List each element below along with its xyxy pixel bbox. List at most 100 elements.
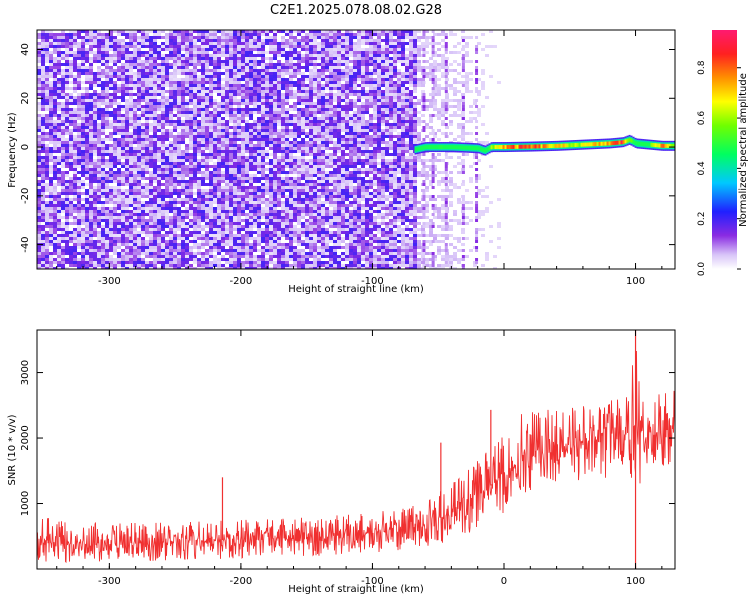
spectrogram-cell	[117, 84, 121, 87]
spectrogram-cell	[145, 189, 149, 192]
spectrogram-cell	[221, 189, 225, 192]
spectrogram-cell	[201, 84, 205, 87]
spectrogram-cell	[117, 102, 121, 105]
spectrogram-cell	[305, 126, 309, 129]
spectrogram-cell	[217, 231, 221, 234]
spectrogram-cell	[229, 192, 233, 195]
spectrogram-cell	[109, 228, 113, 231]
spectrogram-cell	[113, 219, 117, 222]
spectrogram-cell	[185, 99, 189, 102]
spectrogram-cell	[125, 222, 129, 225]
spectrogram-cell	[273, 147, 277, 150]
spectrogram-cell	[133, 180, 137, 183]
spectrogram-cell	[153, 177, 157, 180]
spectrogram-cell	[165, 186, 169, 189]
spectrogram-cell	[121, 42, 125, 45]
spectrogram-cell	[93, 252, 97, 255]
spectrogram-cell	[157, 165, 161, 168]
spectrogram-cell	[305, 180, 309, 183]
spectrogram-cell	[293, 138, 297, 141]
spectrogram-cell	[93, 225, 97, 228]
spectrogram-cell	[85, 252, 89, 255]
spectrogram-cell	[261, 159, 265, 162]
spectrogram-cell	[81, 51, 85, 54]
spectrogram-cell	[301, 120, 305, 123]
spectrogram-cell	[185, 48, 189, 51]
spectrogram-cell	[169, 234, 173, 237]
spectrogram-cell	[181, 45, 185, 48]
spectrogram-cell	[165, 255, 169, 258]
spectrogram-cell	[53, 243, 57, 246]
spectrogram-cell	[297, 96, 301, 99]
spectrogram-cell	[93, 54, 97, 57]
spectrogram-cell	[121, 141, 125, 144]
spectrogram-cell	[105, 150, 109, 153]
spectrogram-cell	[221, 174, 225, 177]
spectrogram-cell	[217, 222, 221, 225]
spectrogram-cell	[77, 102, 81, 105]
spectrogram-cell	[225, 177, 229, 180]
spectrogram-cell	[73, 51, 77, 54]
spectrogram-cell	[293, 159, 297, 162]
spectrogram-cell	[45, 72, 49, 75]
spectrogram-cell	[217, 168, 221, 171]
spectrogram-cell	[257, 105, 261, 108]
spectrogram-cell	[301, 78, 305, 81]
spectrogram-cell	[41, 147, 45, 150]
spectrogram-cell	[169, 258, 173, 261]
spectrogram-cell	[121, 213, 125, 216]
spectrogram-cell	[81, 222, 85, 225]
spectrogram-cell	[229, 78, 233, 81]
spectrogram-cell	[261, 93, 265, 96]
spectrogram-cell	[89, 264, 93, 267]
spectrogram-cell	[69, 111, 73, 114]
spectrogram-cell	[225, 87, 229, 90]
spectrogram-cell	[181, 48, 185, 51]
spectrogram-cell	[113, 204, 117, 207]
spectrogram-cell	[205, 222, 209, 225]
spectrogram-cell	[149, 135, 153, 138]
spectrogram-cell	[277, 165, 281, 168]
spectrogram-cell	[197, 51, 201, 54]
spectrogram-cell	[201, 63, 205, 66]
spectrogram-cell	[229, 99, 233, 102]
spectrogram-cell	[69, 165, 73, 168]
spectrogram-cell	[85, 57, 89, 60]
spectrogram-cell	[213, 108, 217, 111]
spectrogram-cell	[189, 111, 193, 114]
spectrogram-cell	[141, 81, 145, 84]
spectrogram-cell	[73, 252, 77, 255]
spectrogram-cell	[93, 258, 97, 261]
spectrogram-cell	[273, 264, 277, 267]
spectrogram-cell	[277, 96, 281, 99]
spectrogram-cell	[173, 234, 177, 237]
spectrogram-cell	[249, 267, 253, 269]
spectrogram-cell	[273, 144, 277, 147]
spectrogram-cell	[257, 177, 261, 180]
spectrogram-cell	[157, 243, 161, 246]
spectrogram-cell	[133, 105, 137, 108]
spectrogram-cell	[57, 156, 61, 159]
spectrogram-cell	[265, 192, 269, 195]
spectrogram-cell	[297, 90, 301, 93]
spectrogram-cell	[229, 258, 233, 261]
spectrogram-cell	[97, 48, 101, 51]
spectrogram-cell	[49, 237, 53, 240]
spectrogram-cell	[137, 36, 141, 39]
spectrogram-cell	[85, 195, 89, 198]
spectrogram-cell	[57, 126, 61, 129]
spectrogram-cell	[97, 147, 101, 150]
spectrogram-cell	[145, 123, 149, 126]
spectrogram-cell	[293, 75, 297, 78]
spectrogram-cell	[245, 225, 249, 228]
spectrogram-cell	[265, 210, 269, 213]
spectrogram-cell	[177, 93, 181, 96]
spectrogram-cell	[133, 216, 137, 219]
spectrogram-cell	[181, 102, 185, 105]
spectrogram-cell	[153, 111, 157, 114]
spectrogram-cell	[49, 117, 53, 120]
spectrogram-cell	[109, 138, 113, 141]
spectrogram-cell	[45, 168, 49, 171]
spectrogram-cell	[117, 255, 121, 258]
spectrogram-cell	[53, 33, 57, 36]
